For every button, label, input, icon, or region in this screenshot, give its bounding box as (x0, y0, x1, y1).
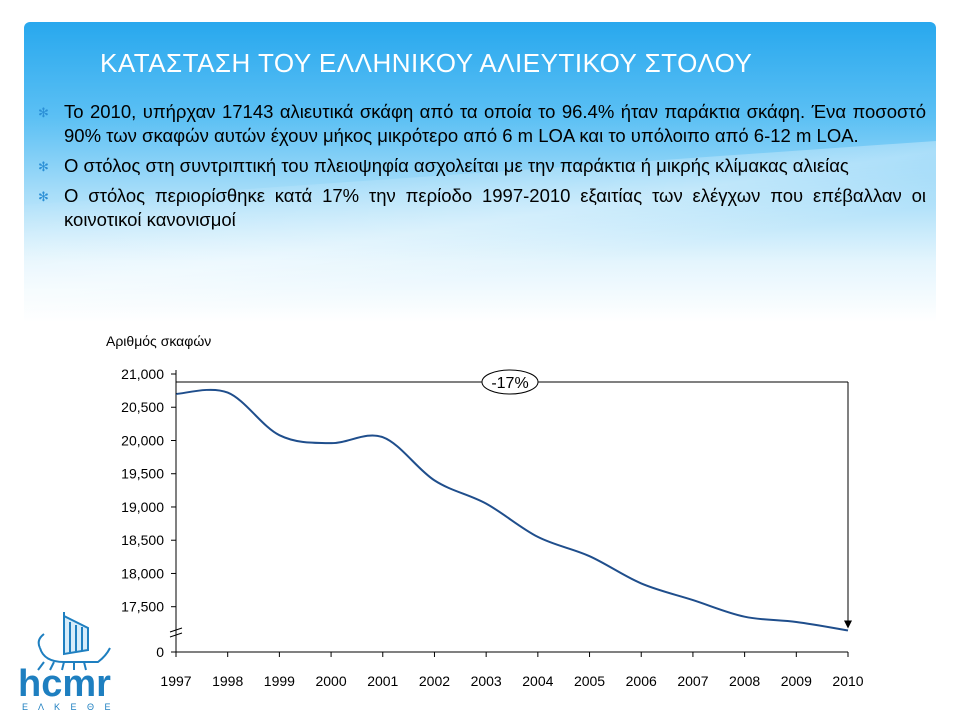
logo-subtext: Ε Λ Κ Ε Θ Ε (22, 702, 115, 712)
x-tick-label: 2005 (574, 673, 605, 689)
bullet-text: Το 2010, υπήρχαν 17143 αλιευτικά σκάφη α… (64, 101, 926, 146)
x-tick-label: 2008 (729, 673, 760, 689)
x-tick-label: 2010 (832, 673, 863, 689)
x-tick-label: 2007 (677, 673, 708, 689)
x-tick-label: 2004 (522, 673, 553, 689)
annotation-arrowhead (844, 620, 852, 629)
y-tick-label: 20,500 (121, 399, 164, 415)
x-tick-label: 1997 (160, 673, 191, 689)
y-tick-label: 18,500 (121, 532, 164, 548)
x-tick-label: 2006 (626, 673, 657, 689)
series-line (175, 388, 849, 632)
x-tick-label: 2009 (781, 673, 812, 689)
asterisk-bullet-icon: ✻ (38, 189, 49, 204)
y-tick-label: 18,000 (121, 565, 164, 581)
x-tick-label: 2003 (471, 673, 502, 689)
bullet-item: ✻ Ο στόλος στη συντριπτική του πλειοψηφί… (38, 154, 926, 178)
slide-title: ΚΑΤΑΣΤΑΣΗ ΤΟΥ ΕΛΛΗΝΙΚΟΥ ΑΛΙΕΥΤΙΚΟΥ ΣΤΟΛΟ… (100, 48, 753, 78)
chart-plot-area: 0 17,500 18,000 18,500 19,000 19,500 20,000 20,… (121, 366, 864, 689)
logo-wordmark: hcmr (18, 663, 111, 705)
annotation-label: -17% (491, 375, 528, 392)
annotation-bubble (481, 369, 539, 395)
y-tick-label: 17,500 (121, 599, 164, 615)
asterisk-bullet-icon: ✻ (38, 159, 49, 174)
axis-break-mark (169, 627, 183, 638)
hcmr-logo: hcmr Ε Λ Κ Ε Θ Ε (18, 612, 115, 712)
bullet-list: ✻ Το 2010, υπήρχαν 17143 αλιευτικά σκάφη… (38, 100, 926, 238)
asterisk-bullet-icon: ✻ (38, 105, 49, 120)
y-tick-label: 20,000 (121, 432, 164, 448)
bullet-item: ✻ Ο στόλος περιορίσθηκε κατά 17% την περ… (38, 184, 926, 232)
x-tick-label: 2002 (419, 673, 450, 689)
y-tick-label: 21,000 (121, 366, 164, 382)
x-tick-label: 2000 (315, 673, 346, 689)
x-tick-label: 1999 (264, 673, 295, 689)
y-axis-label: Αριθμός σκαφών (106, 333, 211, 349)
y-tick-label: 19,500 (121, 466, 164, 482)
x-tick-label: 2001 (367, 673, 398, 689)
y-tick-label: 19,000 (121, 499, 164, 515)
y-tick-label: 0 (156, 644, 164, 660)
bullet-text: Ο στόλος στη συντριπτική του πλειοψηφία … (64, 155, 849, 176)
ancient-ship-icon (37, 612, 111, 671)
bullet-text: Ο στόλος περιορίσθηκε κατά 17% την περίο… (64, 185, 926, 230)
title-banner (24, 22, 936, 322)
x-tick-label: 1998 (212, 673, 243, 689)
bullet-item: ✻ Το 2010, υπήρχαν 17143 αλιευτικά σκάφη… (38, 100, 926, 148)
